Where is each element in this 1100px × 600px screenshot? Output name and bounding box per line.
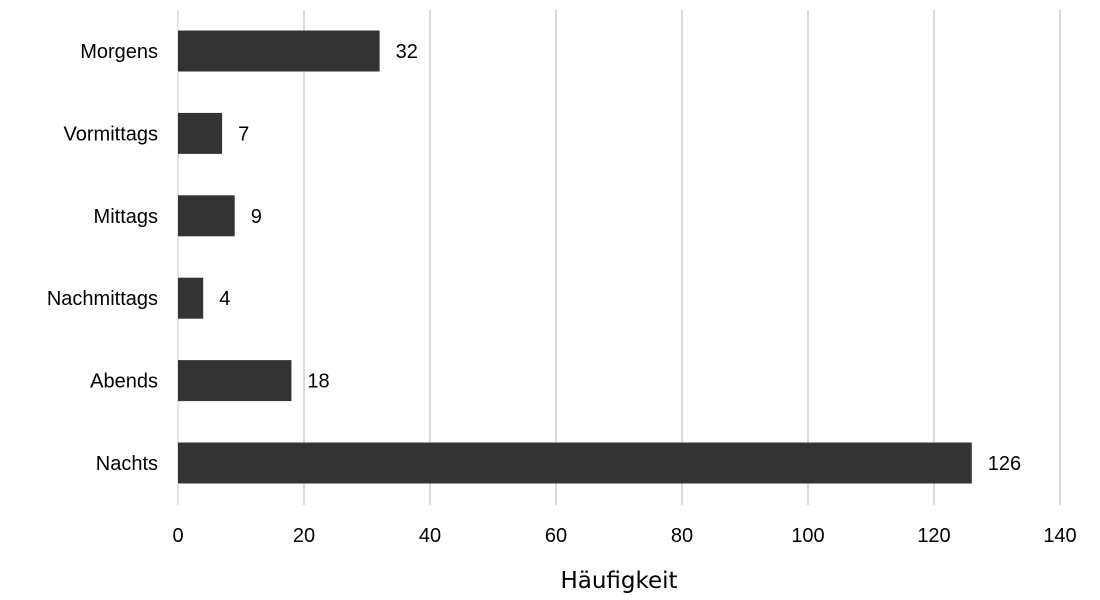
data-label: 18 — [307, 371, 329, 393]
bar — [178, 195, 235, 237]
x-tick-label: 60 — [545, 525, 567, 547]
x-tick-label: 20 — [293, 525, 315, 547]
x-tick-labels: 0 20 40 60 80 100 120 140 — [172, 525, 1076, 547]
bars — [178, 30, 972, 484]
bar — [178, 442, 972, 484]
data-label: 9 — [251, 206, 262, 228]
x-axis-title: Häufigkeit — [560, 568, 677, 594]
data-label: 4 — [219, 288, 230, 310]
x-tick-label: 120 — [917, 525, 950, 547]
data-label: 126 — [988, 453, 1021, 475]
category-label: Abends — [90, 371, 158, 393]
data-label: 32 — [396, 41, 418, 63]
x-tick-label: 100 — [791, 525, 824, 547]
bar — [178, 30, 380, 72]
x-tick-label: 140 — [1043, 525, 1076, 547]
data-labels: 32 7 9 4 18 126 — [219, 41, 1021, 475]
data-label: 7 — [238, 123, 249, 145]
category-label: Morgens — [80, 41, 158, 63]
category-label: Mittags — [94, 206, 158, 228]
category-labels: Morgens Vormittags Mittags Nachmittags Abend… — [47, 41, 158, 475]
bar — [178, 360, 292, 402]
x-tick-label: 80 — [671, 525, 693, 547]
category-label: Nachts — [96, 453, 158, 475]
category-label: Nachmittags — [47, 288, 158, 310]
bar — [178, 277, 204, 319]
x-tick-label: 40 — [419, 525, 441, 547]
x-tick-label: 0 — [172, 525, 183, 547]
bar — [178, 112, 223, 154]
gridlines — [177, 10, 1061, 505]
category-label: Vormittags — [64, 123, 158, 145]
